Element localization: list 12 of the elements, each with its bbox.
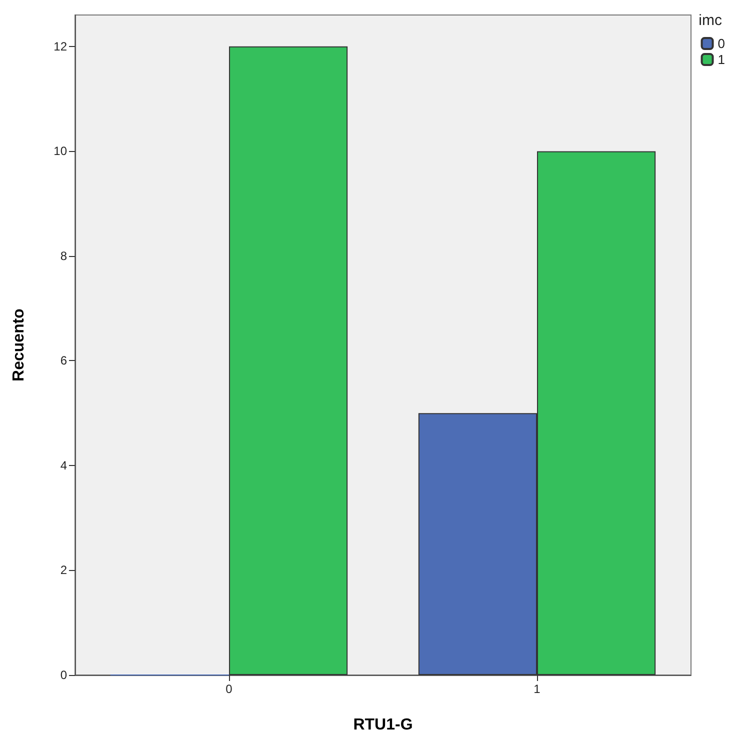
y-tick-label: 12 — [54, 39, 68, 54]
y-tick-label: 0 — [60, 668, 68, 682]
y-tick-label: 4 — [60, 458, 68, 472]
y-tick-label: 8 — [60, 248, 68, 263]
legend-title: imc — [698, 12, 722, 29]
legend-label: 0 — [718, 36, 726, 51]
y-tick-label: 10 — [54, 144, 68, 158]
y-axis-title: Recuento — [10, 308, 28, 382]
legend-label: 1 — [718, 52, 726, 67]
x-axis-title: RTU1-G — [353, 716, 413, 734]
y-tick-label: 2 — [60, 563, 68, 578]
y-tick-label: 6 — [60, 354, 68, 368]
